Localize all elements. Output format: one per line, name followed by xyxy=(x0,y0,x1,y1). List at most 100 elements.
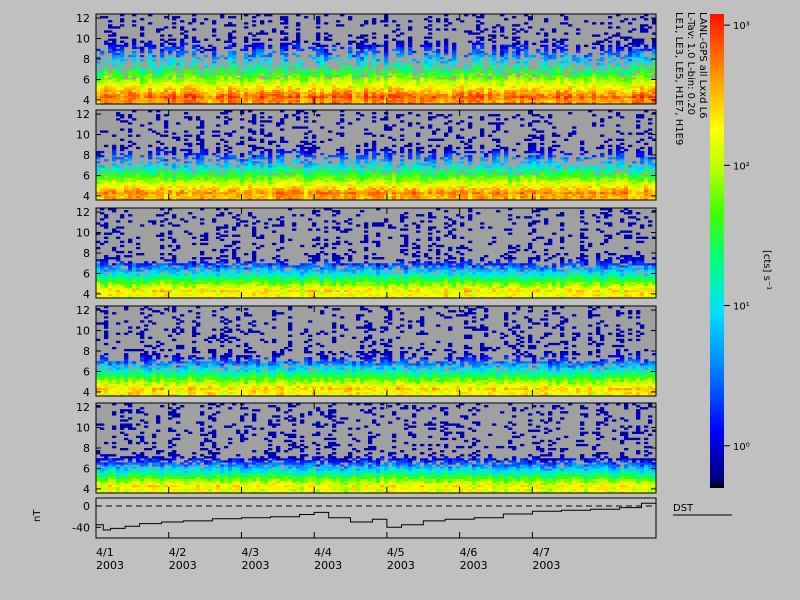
heat-cell xyxy=(328,189,333,193)
heat-cell xyxy=(356,118,361,121)
heat-cell xyxy=(316,26,321,29)
heat-cell xyxy=(364,97,369,101)
heat-cell xyxy=(576,46,581,50)
heat-cell xyxy=(284,32,289,35)
heat-cell xyxy=(320,167,325,170)
heat-cell xyxy=(328,75,333,78)
heat-cell xyxy=(564,83,569,86)
heat-cell xyxy=(380,101,385,105)
heat-cell xyxy=(608,44,613,48)
heat-cell xyxy=(616,85,621,88)
heat-cell xyxy=(472,67,477,70)
heat-cell xyxy=(600,65,605,68)
heat-cell xyxy=(652,46,657,50)
heat-cell xyxy=(552,54,557,58)
heat-cell xyxy=(396,24,401,27)
heat-cell xyxy=(132,195,137,199)
heat-cell xyxy=(100,101,105,105)
heat-cell xyxy=(168,85,173,88)
heat-cell xyxy=(488,97,493,101)
heat-cell xyxy=(360,181,365,184)
heat-cell xyxy=(224,99,229,103)
heat-cell xyxy=(444,14,449,17)
heat-cell xyxy=(136,197,141,201)
heat-cell xyxy=(376,91,381,95)
heat-cell xyxy=(640,93,645,97)
heat-cell xyxy=(260,61,265,64)
heat-cell xyxy=(500,59,505,62)
heat-cell xyxy=(260,138,265,141)
heat-cell xyxy=(624,81,629,84)
heat-cell xyxy=(228,179,233,182)
heat-cell xyxy=(128,69,133,72)
heat-cell xyxy=(112,59,117,62)
heat-cell xyxy=(156,148,161,152)
heat-cell xyxy=(612,91,617,95)
heat-cell xyxy=(244,93,249,97)
heat-cell xyxy=(376,50,381,54)
heat-cell xyxy=(344,95,349,99)
heat-cell xyxy=(572,79,577,82)
heat-cell xyxy=(124,191,129,195)
heat-cell xyxy=(592,99,597,103)
heat-cell xyxy=(644,18,649,21)
heat-cell xyxy=(228,193,233,197)
heat-cell xyxy=(204,65,209,68)
heat-cell xyxy=(120,177,125,180)
heat-cell xyxy=(452,48,457,52)
heat-cell xyxy=(632,38,637,41)
heat-cell xyxy=(276,171,281,174)
heat-cell xyxy=(412,87,417,90)
heat-cell xyxy=(376,79,381,82)
heat-cell xyxy=(436,81,441,84)
heat-cell xyxy=(348,65,353,68)
heat-cell xyxy=(568,81,573,84)
heat-cell xyxy=(528,99,533,103)
heat-cell xyxy=(612,87,617,90)
heat-cell xyxy=(348,101,353,105)
heat-cell xyxy=(280,52,285,56)
heat-cell xyxy=(280,195,285,199)
heat-cell xyxy=(616,67,621,70)
heat-cell xyxy=(544,91,549,95)
heat-cell xyxy=(628,71,633,74)
heat-cell xyxy=(584,71,589,74)
heat-cell xyxy=(364,193,369,197)
heat-cell xyxy=(144,183,149,186)
heat-cell xyxy=(416,85,421,88)
heat-cell xyxy=(148,189,153,193)
heat-cell xyxy=(284,18,289,21)
heat-cell xyxy=(352,191,357,195)
heat-cell xyxy=(348,69,353,72)
heat-cell xyxy=(384,50,389,54)
heat-cell xyxy=(620,91,625,95)
heat-cell xyxy=(440,87,445,90)
heat-cell xyxy=(424,99,429,103)
heat-cell xyxy=(424,75,429,78)
heat-cell xyxy=(192,83,197,86)
heat-cell xyxy=(160,187,165,191)
heat-cell xyxy=(104,81,109,84)
heat-cell xyxy=(148,83,153,86)
heat-cell xyxy=(124,155,129,158)
heat-cell xyxy=(172,87,177,90)
heat-cell xyxy=(280,165,285,168)
heat-cell xyxy=(444,44,449,48)
heat-cell xyxy=(164,171,169,174)
heat-cell xyxy=(536,50,541,54)
heat-cell xyxy=(172,173,177,176)
heat-cell xyxy=(220,69,225,72)
heat-cell xyxy=(296,126,301,129)
heat-cell xyxy=(304,159,309,162)
heat-cell xyxy=(412,69,417,72)
heat-cell xyxy=(340,185,345,189)
heat-cell xyxy=(632,52,637,56)
heat-cell xyxy=(560,38,565,41)
heat-cell xyxy=(152,91,157,95)
heat-cell xyxy=(564,18,569,21)
heat-cell xyxy=(552,28,557,31)
heat-cell xyxy=(104,93,109,97)
heat-cell xyxy=(448,89,453,93)
heat-cell xyxy=(492,65,497,68)
heat-cell xyxy=(588,83,593,86)
